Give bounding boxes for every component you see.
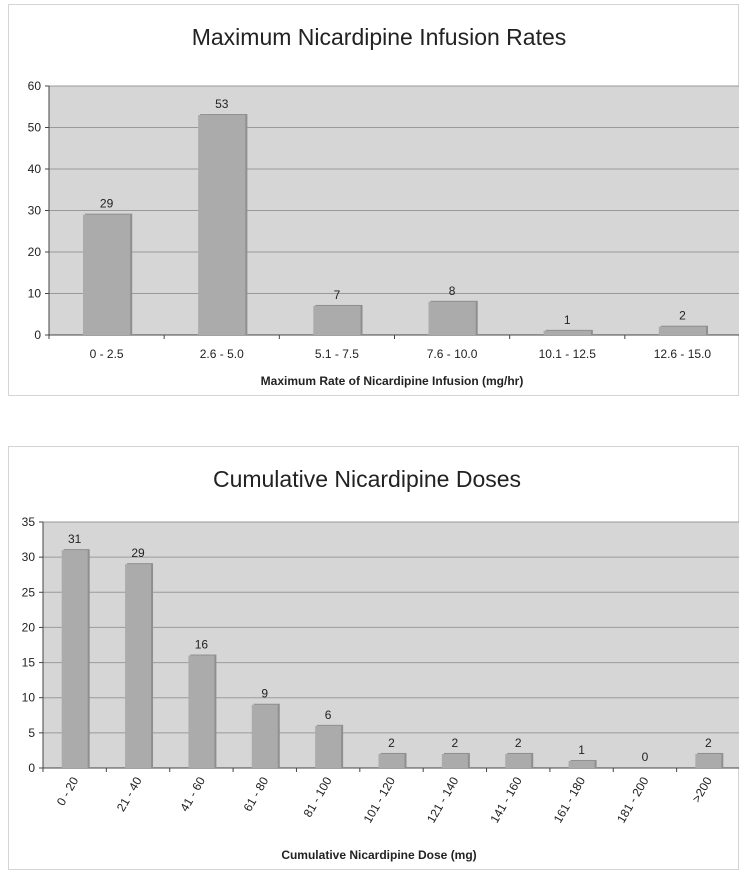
data-label: 8 xyxy=(449,284,456,298)
y-tick-label: 25 xyxy=(22,585,36,599)
plot-area xyxy=(43,522,739,768)
x-tick-label: 181 - 200 xyxy=(614,774,652,825)
y-tick-label: 40 xyxy=(28,162,42,176)
y-tick-label: 15 xyxy=(22,656,36,670)
chart-panel-cumulative-doses: Cumulative Nicardipine Doses Cumulative … xyxy=(8,446,739,870)
x-tick-label: 2.6 - 5.0 xyxy=(200,347,244,361)
bar xyxy=(658,326,707,335)
chart-title: Maximum Nicardipine Infusion Rates xyxy=(192,24,567,50)
y-tick-label: 35 xyxy=(22,515,36,529)
y-tick-label: 30 xyxy=(28,204,42,218)
y-tick-label: 0 xyxy=(34,328,41,342)
x-tick-label: 0 - 20 xyxy=(54,774,82,808)
bar xyxy=(543,330,591,335)
data-label: 6 xyxy=(325,708,332,722)
x-axis-title: Maximum Rate of Nicardipine Infusion (mg… xyxy=(261,374,524,388)
chart-panel-infusion-rates: Maximum Nicardipine Infusion Rates Maxim… xyxy=(8,4,739,396)
bar xyxy=(505,753,532,768)
data-label: 7 xyxy=(334,288,341,302)
data-label: 29 xyxy=(100,197,114,211)
y-tick-label: 60 xyxy=(28,79,42,93)
x-tick-label: 141 - 160 xyxy=(487,774,525,825)
x-tick-label: 101 - 120 xyxy=(361,774,399,825)
y-tick-label: 20 xyxy=(28,245,42,259)
data-label: 29 xyxy=(131,546,145,560)
bar xyxy=(125,564,152,768)
data-label: 16 xyxy=(195,638,209,652)
x-tick-label: 41 - 60 xyxy=(177,774,208,814)
bar xyxy=(568,760,595,768)
x-tick-label: 10.1 - 12.5 xyxy=(539,347,597,361)
bar xyxy=(378,753,405,768)
x-tick-label: >200 xyxy=(689,774,715,805)
bar xyxy=(441,753,468,768)
y-tick-label: 50 xyxy=(28,121,42,135)
data-label: 1 xyxy=(578,743,585,757)
infusion-rates-chart: Maximum Nicardipine Infusion Rates Maxim… xyxy=(28,24,739,388)
cumulative-doses-chart: Cumulative Nicardipine Doses Cumulative … xyxy=(22,466,739,862)
bar xyxy=(251,704,278,768)
y-tick-label: 0 xyxy=(28,761,35,775)
x-tick-label: 7.6 - 10.0 xyxy=(427,347,478,361)
bar xyxy=(61,550,88,768)
data-label: 2 xyxy=(388,736,395,750)
y-tick-label: 10 xyxy=(28,287,42,301)
x-tick-label: 61 - 80 xyxy=(241,774,272,814)
data-label: 53 xyxy=(215,97,229,111)
x-tick-label: 81 - 100 xyxy=(301,774,335,819)
x-tick-label: 0 - 2.5 xyxy=(90,347,124,361)
x-tick-label: 5.1 - 7.5 xyxy=(315,347,359,361)
x-tick-label: 21 - 40 xyxy=(114,774,145,814)
y-tick-label: 20 xyxy=(22,620,36,634)
bar xyxy=(695,753,722,768)
data-label: 2 xyxy=(452,736,459,750)
bar xyxy=(315,725,342,768)
y-tick-label: 5 xyxy=(28,726,35,740)
data-label: 1 xyxy=(564,313,571,327)
y-tick-label: 30 xyxy=(22,550,36,564)
x-tick-label: 121 - 140 xyxy=(424,774,462,825)
x-tick-label: 12.6 - 15.0 xyxy=(654,347,712,361)
data-label: 2 xyxy=(705,736,712,750)
chart-title: Cumulative Nicardipine Doses xyxy=(213,466,521,492)
data-label: 0 xyxy=(642,750,649,764)
data-label: 9 xyxy=(261,687,268,701)
bar xyxy=(188,655,215,768)
x-axis-title: Cumulative Nicardipine Dose (mg) xyxy=(281,848,476,862)
bar xyxy=(428,301,476,335)
bar xyxy=(313,305,361,335)
bar xyxy=(198,115,246,335)
bar xyxy=(82,214,131,335)
data-label: 31 xyxy=(68,532,82,546)
x-tick-label: 161 - 180 xyxy=(551,774,589,825)
data-label: 2 xyxy=(679,309,686,323)
y-tick-label: 10 xyxy=(22,691,36,705)
data-label: 2 xyxy=(515,736,522,750)
